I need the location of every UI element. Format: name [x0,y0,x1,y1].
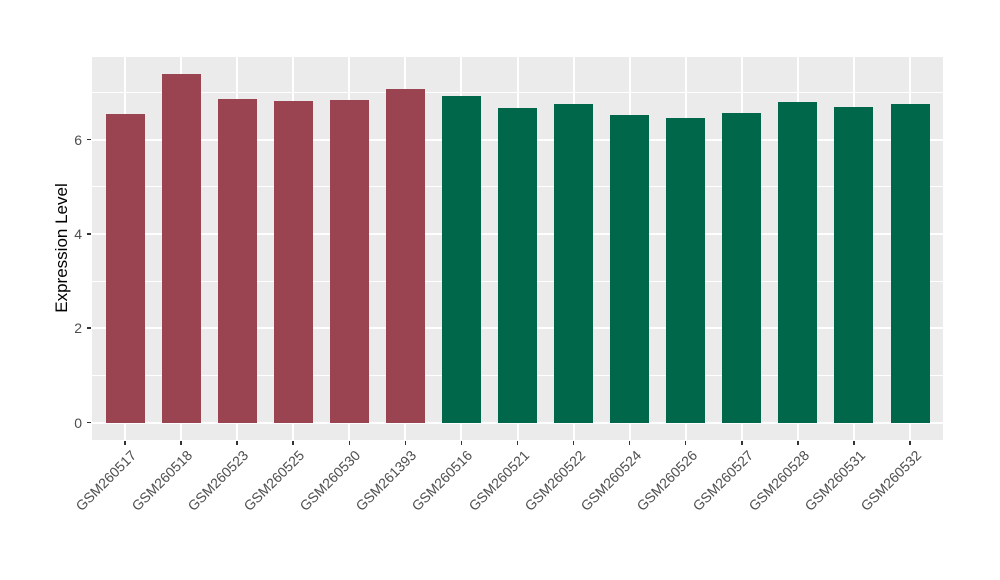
bar-GSM260526 [666,117,706,423]
y-tick-mark-4 [87,233,91,235]
x-tick-mark-GSM260526 [684,441,687,445]
x-tick-mark-GSM260522 [572,441,575,445]
x-tick-mark-GSM260517 [124,441,126,445]
x-tick-label-GSM260525: GSM260525 [240,447,308,514]
y-tick-label-2: 2 [74,320,82,337]
y-axis-title: Expression Level [52,183,71,313]
y-tick-label-6: 6 [74,131,82,148]
bar-GSM260530 [329,99,369,423]
plot-panel [92,57,943,440]
x-tick-label-GSM260527: GSM260527 [689,447,757,514]
bar-GSM260532 [890,103,930,423]
bar-GSM260521 [498,108,537,423]
x-tick-label-GSM260517: GSM260517 [72,447,140,514]
x-tick-label-GSM260526: GSM260526 [633,447,701,514]
x-tick-label-GSM260530: GSM260530 [296,447,364,514]
x-tick-mark-GSM261393 [404,441,407,445]
y-tick-label-4: 4 [74,225,82,242]
x-tick-label-GSM260518: GSM260518 [128,447,196,514]
x-tick-label-GSM261393: GSM261393 [352,447,420,514]
x-tick-label-GSM260528: GSM260528 [745,447,813,514]
bar-GSM261393 [385,89,425,423]
x-tick-label-GSM260523: GSM260523 [184,447,252,514]
bar-GSM260528 [778,101,818,423]
bar-GSM260531 [834,107,874,423]
bar-GSM260517 [105,113,145,423]
x-tick-label-GSM260532: GSM260532 [857,447,925,514]
x-tick-label-GSM260531: GSM260531 [801,447,869,514]
x-tick-mark-GSM260518 [180,441,182,445]
x-tick-label-GSM260524: GSM260524 [577,447,644,514]
bar-GSM260524 [610,115,650,423]
x-tick-mark-GSM260527 [741,441,743,445]
y-tick-mark-0 [87,421,91,424]
bar-GSM260516 [441,95,481,423]
bar-GSM260518 [161,74,201,423]
x-tick-mark-GSM260531 [853,441,855,445]
y-tick-mark-6 [87,138,91,141]
x-tick-mark-GSM260524 [628,441,631,445]
y-tick-mark-2 [87,327,91,329]
x-tick-mark-GSM260516 [460,441,463,445]
x-tick-mark-GSM260525 [292,441,294,445]
x-tick-mark-GSM260521 [516,441,519,445]
x-tick-label-GSM260516: GSM260516 [408,447,476,514]
x-tick-mark-GSM260532 [909,441,911,445]
x-tick-label-GSM260521: GSM260521 [464,447,532,514]
x-tick-mark-GSM260530 [348,441,351,445]
x-tick-mark-GSM260523 [236,441,238,445]
x-tick-label-GSM260522: GSM260522 [520,447,588,514]
bar-GSM260523 [217,99,257,423]
bar-GSM260522 [554,104,594,423]
bar-GSM260527 [722,113,762,423]
x-tick-mark-GSM260528 [797,441,799,445]
bar-GSM260525 [273,100,313,423]
y-tick-label-0: 0 [74,414,82,431]
